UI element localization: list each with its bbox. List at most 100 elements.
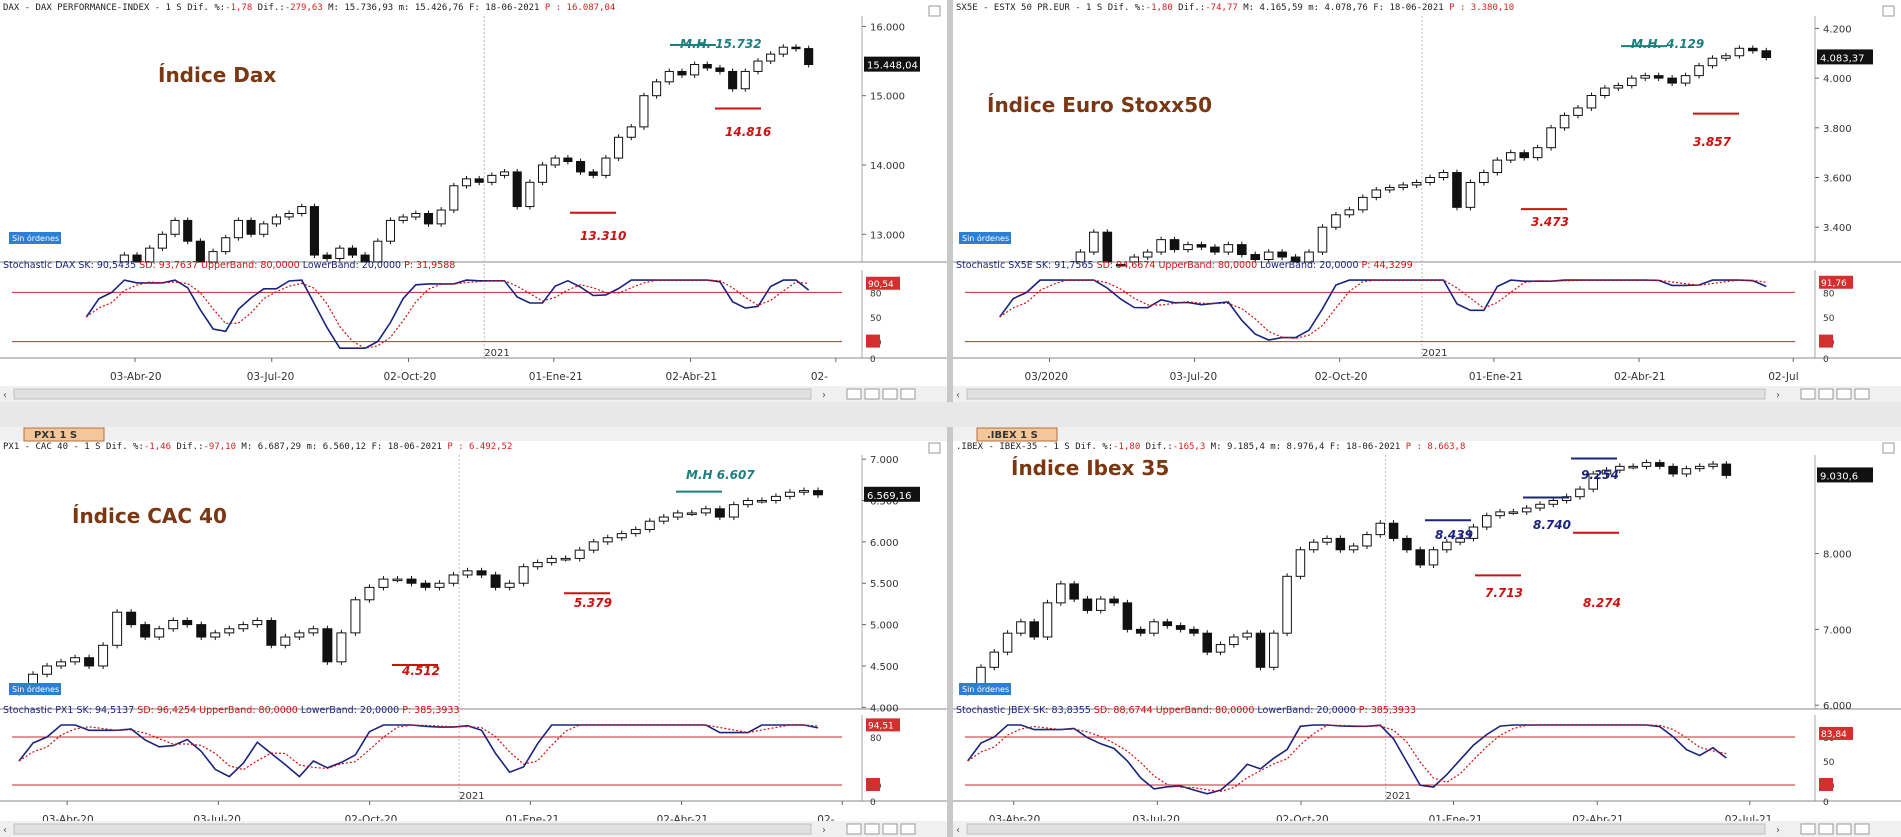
- candle-up[interactable]: [297, 206, 307, 214]
- candle-down[interactable]: [1761, 50, 1772, 58]
- candle-down[interactable]: [1122, 602, 1133, 630]
- candle-up[interactable]: [1362, 534, 1372, 547]
- chart-tab[interactable]: [23, 427, 105, 442]
- candle-down[interactable]: [1196, 244, 1207, 248]
- candle-down[interactable]: [1667, 77, 1677, 84]
- candle-up[interactable]: [1465, 181, 1476, 208]
- candle-down[interactable]: [360, 254, 370, 263]
- candle-up[interactable]: [1559, 114, 1570, 129]
- candle-down[interactable]: [423, 212, 434, 225]
- candle-up[interactable]: [1002, 632, 1013, 653]
- candle-down[interactable]: [246, 219, 256, 235]
- candle-up[interactable]: [728, 504, 739, 518]
- candle-up[interactable]: [208, 251, 218, 263]
- candle-down[interactable]: [1402, 537, 1412, 551]
- scrollbar-thumb[interactable]: [13, 823, 812, 835]
- candle-down[interactable]: [196, 624, 207, 638]
- candle-up[interactable]: [280, 636, 291, 646]
- candle-up[interactable]: [784, 491, 795, 497]
- candle-up[interactable]: [252, 619, 263, 626]
- candle-up[interactable]: [119, 254, 129, 263]
- toolbar-button[interactable]: [846, 388, 862, 400]
- candle-down[interactable]: [813, 490, 823, 496]
- candle-up[interactable]: [1505, 152, 1516, 161]
- candle-up[interactable]: [652, 81, 662, 97]
- candle-up[interactable]: [1056, 583, 1066, 604]
- candle-up[interactable]: [1626, 77, 1637, 87]
- candle-up[interactable]: [616, 533, 627, 539]
- candle-up[interactable]: [462, 570, 473, 576]
- candle-up[interactable]: [1613, 85, 1624, 89]
- candle-down[interactable]: [1135, 628, 1146, 634]
- panel-menu-button[interactable]: [928, 5, 941, 17]
- candle-up[interactable]: [1183, 244, 1193, 251]
- candle-down[interactable]: [715, 67, 725, 72]
- candle-up[interactable]: [1468, 526, 1479, 539]
- scroll-right-icon[interactable]: ›: [822, 825, 826, 836]
- candle-up[interactable]: [487, 174, 497, 183]
- toolbar-button[interactable]: [864, 388, 880, 400]
- candle-down[interactable]: [1655, 462, 1665, 467]
- candle-down[interactable]: [1653, 75, 1664, 79]
- candle-up[interactable]: [742, 500, 753, 506]
- candle-up[interactable]: [1428, 549, 1439, 566]
- candle-down[interactable]: [309, 206, 319, 256]
- candle-up[interactable]: [392, 578, 403, 582]
- candle-up[interactable]: [112, 611, 123, 646]
- candle-up[interactable]: [588, 541, 599, 551]
- candle-up[interactable]: [411, 212, 421, 218]
- candle-up[interactable]: [1508, 511, 1519, 514]
- candle-up[interactable]: [1016, 621, 1026, 634]
- candle-up[interactable]: [525, 181, 535, 208]
- candle-up[interactable]: [644, 520, 655, 530]
- scroll-left-icon[interactable]: ‹: [3, 390, 7, 401]
- candle-up[interactable]: [233, 219, 243, 239]
- candle-up[interactable]: [1215, 644, 1226, 653]
- chart-tab[interactable]: [976, 427, 1058, 442]
- candle-down[interactable]: [195, 240, 205, 263]
- toolbar-button[interactable]: [1800, 823, 1816, 835]
- candle-up[interactable]: [1223, 244, 1234, 253]
- candle-up[interactable]: [1295, 549, 1306, 577]
- candle-down[interactable]: [1102, 231, 1113, 263]
- candle-up[interactable]: [1495, 511, 1505, 517]
- candle-up[interactable]: [385, 219, 396, 242]
- candle-up[interactable]: [1129, 256, 1140, 263]
- candle-down[interactable]: [1175, 625, 1186, 630]
- candle-down[interactable]: [322, 628, 333, 663]
- candle-up[interactable]: [672, 512, 683, 518]
- candle-up[interactable]: [664, 70, 674, 83]
- candle-down[interactable]: [804, 48, 814, 66]
- candle-up[interactable]: [756, 500, 767, 503]
- candle-down[interactable]: [677, 70, 687, 76]
- candle-up[interactable]: [448, 574, 459, 584]
- candle-up[interactable]: [1707, 57, 1718, 67]
- toolbar-button[interactable]: [1854, 388, 1870, 400]
- candle-up[interactable]: [1628, 465, 1638, 469]
- candle-up[interactable]: [1640, 75, 1651, 79]
- candle-up[interactable]: [1479, 172, 1489, 183]
- candle-down[interactable]: [1210, 246, 1220, 253]
- candle-up[interactable]: [145, 247, 155, 263]
- candle-up[interactable]: [700, 508, 711, 514]
- sin-ordenes-badge[interactable]: [959, 232, 1011, 244]
- candle-up[interactable]: [284, 212, 294, 218]
- candle-up[interactable]: [1641, 462, 1652, 467]
- toolbar-button[interactable]: [1800, 388, 1816, 400]
- candle-up[interactable]: [658, 516, 669, 522]
- candle-up[interactable]: [1694, 65, 1704, 77]
- candle-down[interactable]: [490, 574, 501, 588]
- candle-down[interactable]: [1109, 598, 1119, 604]
- candle-up[interactable]: [56, 661, 67, 667]
- candle-up[interactable]: [1156, 239, 1166, 253]
- panel-menu-button[interactable]: [928, 442, 941, 454]
- candle-up[interactable]: [434, 582, 445, 588]
- candle-up[interactable]: [1588, 473, 1599, 490]
- candle-up[interactable]: [271, 216, 281, 225]
- candle-up[interactable]: [1455, 537, 1465, 543]
- candle-up[interactable]: [259, 223, 269, 235]
- candle-down[interactable]: [1748, 47, 1758, 52]
- candle-up[interactable]: [1481, 515, 1492, 528]
- candle-up[interactable]: [686, 512, 697, 515]
- chart-panel-cac40[interactable]: PX1 1 S PX1 - CAC 40 - 1 S Dif. %:-1,46 D…: [0, 427, 947, 837]
